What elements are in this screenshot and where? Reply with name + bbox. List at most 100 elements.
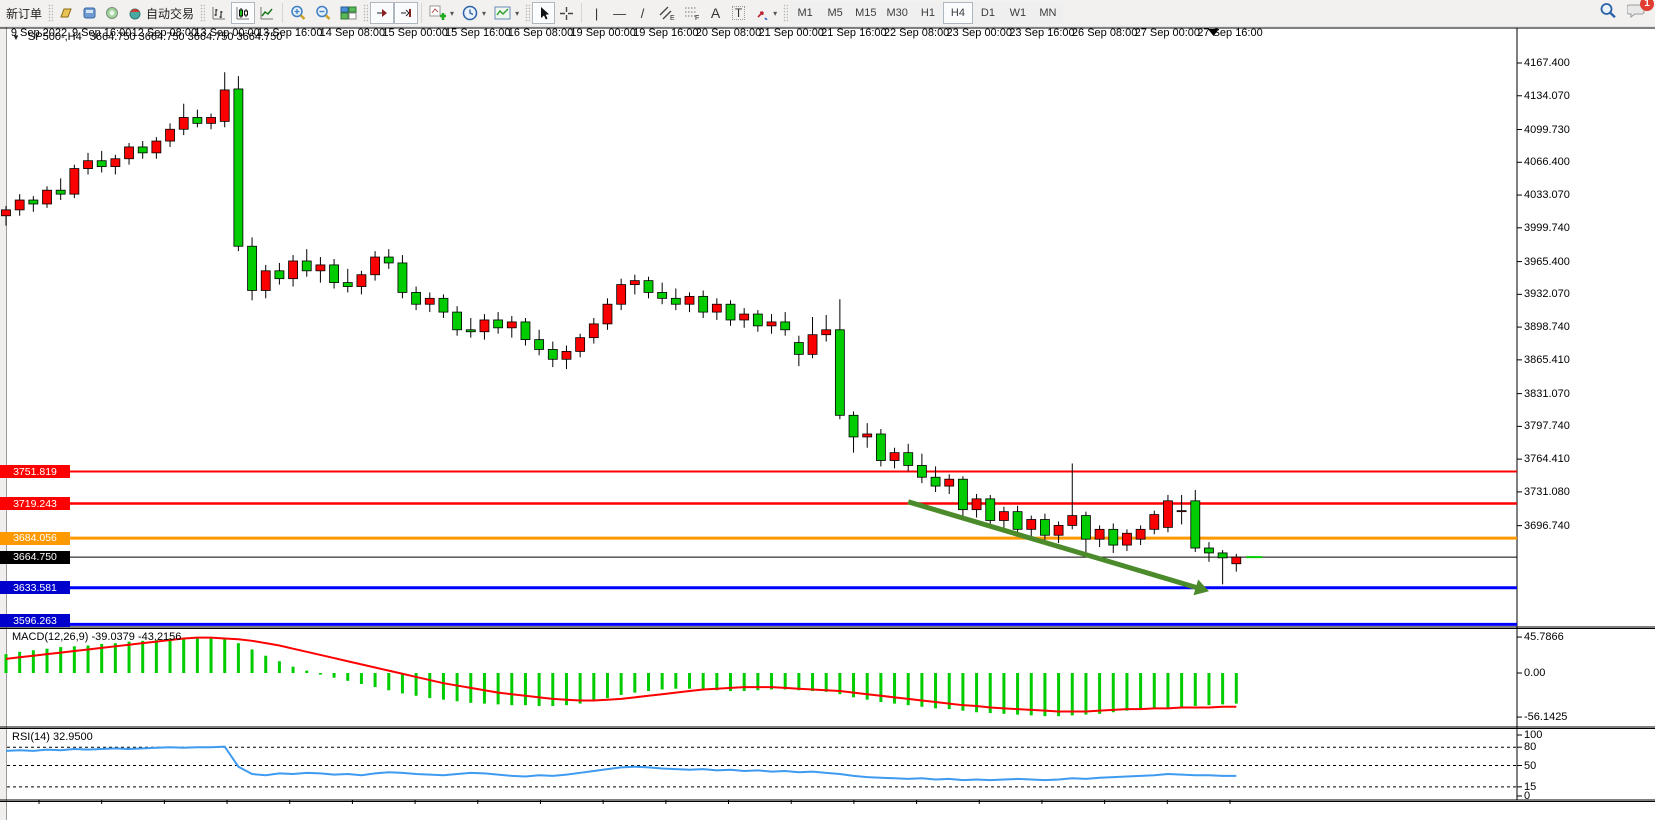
charts-profile-button[interactable] bbox=[55, 2, 78, 24]
new-order-button[interactable]: 新订单 bbox=[2, 2, 46, 24]
notifications-button[interactable]: 1 bbox=[1626, 0, 1654, 19]
toolbar-handle[interactable] bbox=[363, 4, 369, 22]
trendline-button[interactable]: / bbox=[631, 2, 654, 24]
toolbar-handle[interactable] bbox=[525, 4, 531, 22]
rsi-pane[interactable] bbox=[5, 745, 1517, 788]
chart-shift-button[interactable] bbox=[394, 2, 419, 24]
timeframe-mn-button[interactable]: MN bbox=[1032, 2, 1063, 24]
toolbar-handle[interactable] bbox=[200, 4, 206, 22]
channel-button[interactable]: E bbox=[654, 2, 679, 24]
candlestick-chart-icon bbox=[235, 6, 251, 21]
chart-window: ▼ SP500-,H4 3664.750 3664.750 3664.750 3… bbox=[0, 27, 1655, 827]
line-chart-icon bbox=[259, 6, 275, 21]
timeframe-d1-button[interactable]: D1 bbox=[972, 2, 1003, 24]
channel-icon: E bbox=[658, 5, 675, 22]
fibonacci-button[interactable]: F bbox=[679, 2, 704, 24]
price-axis-tick: 3865.410 bbox=[1524, 353, 1570, 366]
arrows-caret-icon: ▾ bbox=[773, 8, 778, 18]
time-axis-label: 27 Sep 00:00 bbox=[1134, 27, 1201, 39]
templates-caret-icon: ▾ bbox=[515, 8, 520, 18]
macd-pane[interactable] bbox=[4, 636, 1238, 717]
search-icon[interactable] bbox=[1599, 2, 1617, 19]
window-menu-icon[interactable]: ▼ bbox=[12, 32, 20, 42]
notification-badge: 1 bbox=[1640, 0, 1654, 11]
market-watch-button[interactable] bbox=[78, 2, 101, 24]
line-chart-button[interactable] bbox=[255, 2, 279, 24]
zoom-in-button[interactable] bbox=[286, 2, 311, 24]
rsi-axis-tick: 50 bbox=[1524, 759, 1537, 772]
periods-button[interactable]: ▾ bbox=[458, 2, 490, 24]
time-axis-label: 22 Sep 08:00 bbox=[883, 27, 950, 39]
timeframe-m5-button[interactable]: M5 bbox=[820, 2, 851, 24]
time-axis-label: 9 Sep 2022 bbox=[10, 27, 68, 39]
auto-scroll-button[interactable] bbox=[370, 2, 395, 24]
timeframe-m15-button[interactable]: M15 bbox=[850, 2, 882, 24]
indicators-button[interactable]: ▾ bbox=[425, 2, 458, 24]
timeframe-m1-button[interactable]: M1 bbox=[790, 2, 821, 24]
price-axis-tick: 4066.400 bbox=[1524, 156, 1570, 169]
cursor-button[interactable] bbox=[532, 2, 556, 24]
macd-axis-tick: -56.1425 bbox=[1524, 711, 1568, 724]
price-axis-tick: 3764.410 bbox=[1524, 453, 1570, 466]
candlestick-chart-button[interactable] bbox=[231, 2, 256, 24]
zoom-out-icon bbox=[315, 5, 332, 21]
timeframe-m30-button[interactable]: M30 bbox=[881, 2, 913, 24]
chart-shift-marker[interactable] bbox=[1208, 29, 1219, 36]
template-icon bbox=[494, 6, 511, 20]
trend-arrow[interactable] bbox=[907, 499, 1203, 592]
price-axis-tick: 3831.070 bbox=[1524, 387, 1570, 400]
text-button[interactable]: A bbox=[704, 2, 727, 24]
time-axis-label: 27 Sep 16:00 bbox=[1197, 27, 1263, 39]
arrows-icon bbox=[754, 6, 769, 21]
price-axis-tick: 3731.080 bbox=[1524, 485, 1570, 498]
time-axis-label: 26 Sep 08:00 bbox=[1071, 27, 1138, 39]
toolbar-handle[interactable] bbox=[783, 4, 789, 22]
auto-trading-button[interactable]: 自动交易 bbox=[124, 2, 198, 24]
time-axis-label: 12 Sep 08:00 bbox=[131, 27, 198, 39]
timeframe-h4-button[interactable]: H4 bbox=[942, 2, 973, 24]
text-label-button[interactable]: T bbox=[727, 2, 750, 24]
time-axis-label: 16 Sep 08:00 bbox=[507, 27, 574, 39]
price-axis-tick: 4134.070 bbox=[1524, 89, 1570, 102]
macd-label: MACD(12,26,9) -39.0379 -43.2156 bbox=[12, 631, 182, 643]
time-axis-label: 13 Sep 00:00 bbox=[194, 27, 260, 39]
tile-windows-icon bbox=[340, 5, 357, 21]
price-axis-tick: 4167.400 bbox=[1524, 57, 1570, 69]
vertical-line-button[interactable]: | bbox=[585, 2, 608, 24]
vertical-line-icon: | bbox=[594, 5, 599, 21]
time-axis-label: 23 Sep 16:00 bbox=[1009, 27, 1075, 39]
timeframe-toolbar: M1 M5 M15 M30 H1 H4 D1 W1 MN bbox=[790, 2, 1063, 24]
time-axis[interactable] bbox=[0, 802, 1517, 822]
horizontal-line-button[interactable]: — bbox=[608, 2, 631, 24]
macd-signal-value: -43.2156 bbox=[137, 631, 182, 643]
indicators-caret-icon: ▾ bbox=[450, 8, 455, 18]
auto-scroll-icon bbox=[374, 6, 390, 20]
fibonacci-icon: F bbox=[683, 5, 700, 22]
ohlc-readout: 3664.750 3664.750 3664.750 3664.750 bbox=[89, 31, 283, 43]
bar-chart-button[interactable] bbox=[207, 2, 231, 24]
time-axis-label: 15 Sep 16:00 bbox=[445, 27, 511, 39]
tile-windows-button[interactable] bbox=[336, 2, 361, 24]
toolbar-handle[interactable] bbox=[48, 4, 54, 22]
chart-canvas[interactable] bbox=[0, 27, 1655, 827]
time-axis-label: 9 Sep 16:00 bbox=[72, 27, 132, 39]
time-axis-label: 15 Sep 00:00 bbox=[382, 27, 448, 39]
price-axis[interactable] bbox=[1518, 27, 1655, 800]
time-axis-label: 19 Sep 16:00 bbox=[633, 27, 699, 39]
window-icon bbox=[82, 6, 97, 20]
zoom-out-button[interactable] bbox=[311, 2, 336, 24]
rsi-axis-tick: 100 bbox=[1524, 729, 1543, 741]
data-window-button[interactable] bbox=[101, 2, 124, 24]
timeframe-h1-button[interactable]: H1 bbox=[912, 2, 943, 24]
price-axis-tick: 3932.070 bbox=[1524, 288, 1570, 301]
time-axis-label: 19 Sep 00:00 bbox=[570, 27, 636, 39]
templates-button[interactable]: ▾ bbox=[490, 2, 523, 24]
timeframe-w1-button[interactable]: W1 bbox=[1002, 2, 1033, 24]
arrows-button[interactable]: ▾ bbox=[750, 2, 781, 24]
price-level-badge: 3751.819 bbox=[0, 465, 70, 479]
price-axis-tick: 4033.070 bbox=[1524, 189, 1570, 202]
periods-caret-icon: ▾ bbox=[482, 8, 487, 18]
crosshair-button[interactable] bbox=[555, 2, 578, 24]
toolbar: 新订单 自动交易 bbox=[0, 0, 1655, 27]
price-axis-tick: 3797.740 bbox=[1524, 420, 1570, 433]
